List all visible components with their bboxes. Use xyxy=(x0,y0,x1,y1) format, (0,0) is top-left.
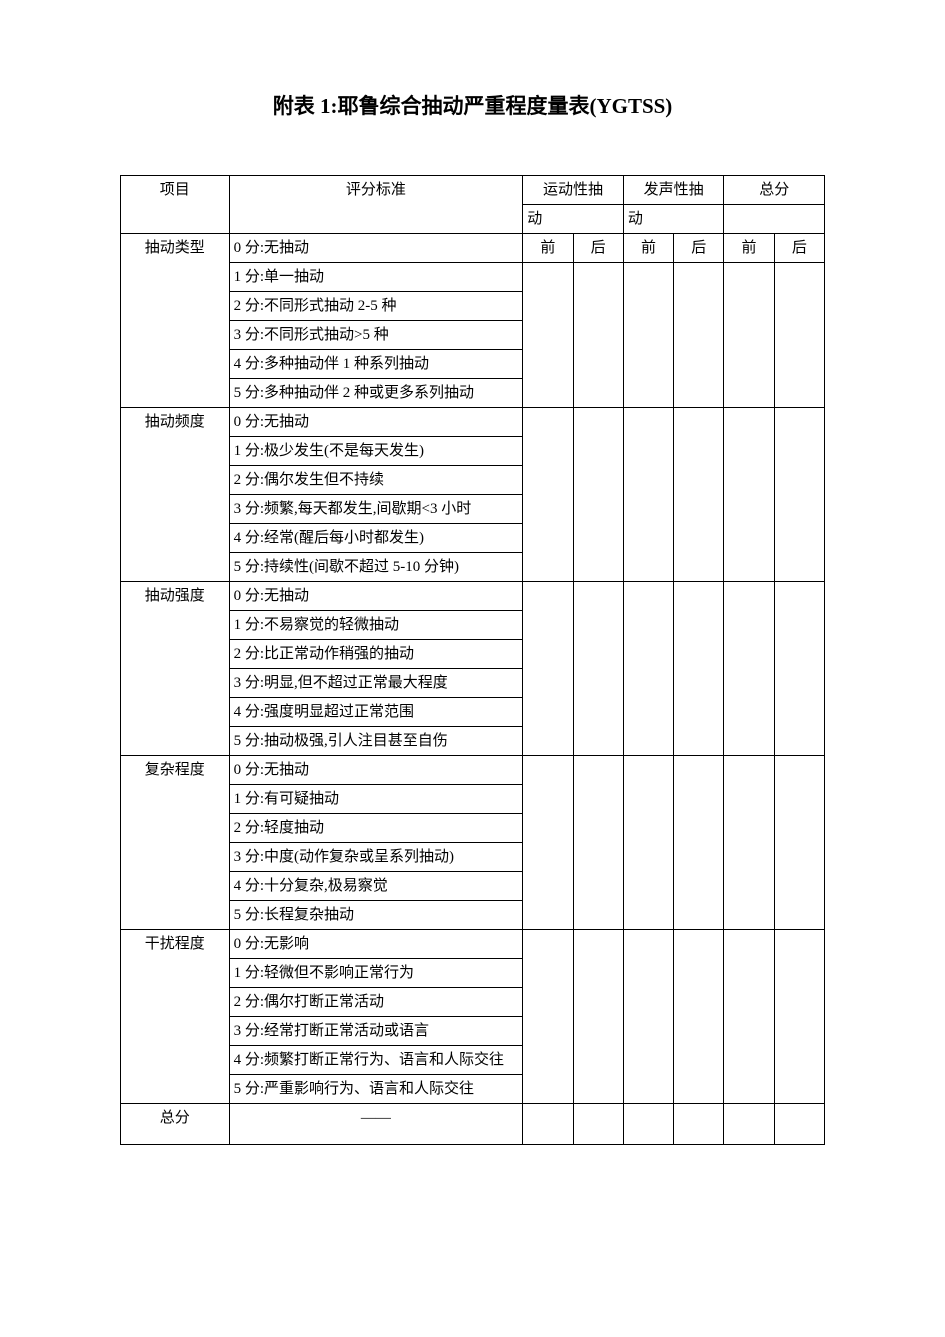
criteria-cell: 0 分:无抽动 xyxy=(229,756,523,785)
score-cell xyxy=(674,582,724,756)
criteria-cell: 4 分:频繁打断正常行为、语言和人际交往 xyxy=(229,1046,523,1075)
total-score-cell xyxy=(573,1104,623,1145)
criteria-cell: 2 分:偶尔发生但不持续 xyxy=(229,466,523,495)
score-cell xyxy=(774,582,824,756)
score-cell xyxy=(774,930,824,1104)
score-cell xyxy=(774,263,824,408)
score-cell xyxy=(623,263,673,408)
motor-pre-label: 前 xyxy=(523,234,573,263)
score-cell xyxy=(724,408,774,582)
col-total-sub xyxy=(724,205,825,234)
score-cell xyxy=(724,930,774,1104)
criteria-cell: 1 分:不易察觉的轻微抽动 xyxy=(229,611,523,640)
criteria-cell: 3 分:不同形式抽动>5 种 xyxy=(229,321,523,350)
criteria-cell: 2 分:比正常动作稍强的抽动 xyxy=(229,640,523,669)
total-row-dash: —— xyxy=(229,1104,523,1145)
criteria-cell: 5 分:严重影响行为、语言和人际交往 xyxy=(229,1075,523,1104)
score-cell xyxy=(523,408,573,582)
criteria-cell: 1 分:极少发生(不是每天发生) xyxy=(229,437,523,466)
score-cell xyxy=(623,582,673,756)
col-motor: 运动性抽 xyxy=(523,176,624,205)
criteria-cell: 0 分:无影响 xyxy=(229,930,523,959)
score-cell xyxy=(623,408,673,582)
score-cell xyxy=(674,408,724,582)
total-score-cell xyxy=(724,1104,774,1145)
section-name: 抽动频度 xyxy=(121,408,230,582)
score-cell xyxy=(573,930,623,1104)
section-name: 干扰程度 xyxy=(121,930,230,1104)
criteria-cell: 2 分:轻度抽动 xyxy=(229,814,523,843)
criteria-cell: 5 分:持续性(间歇不超过 5-10 分钟) xyxy=(229,553,523,582)
col-vocal-sub: 动 xyxy=(623,205,724,234)
page-title: 附表 1:耶鲁综合抽动严重程度量表(YGTSS) xyxy=(120,90,825,120)
section-name: 抽动类型 xyxy=(121,234,230,408)
criteria-cell: 1 分:有可疑抽动 xyxy=(229,785,523,814)
criteria-cell: 3 分:中度(动作复杂或呈系列抽动) xyxy=(229,843,523,872)
criteria-cell: 0 分:无抽动 xyxy=(229,408,523,437)
score-cell xyxy=(774,408,824,582)
criteria-cell: 3 分:经常打断正常活动或语言 xyxy=(229,1017,523,1046)
col-item: 项目 xyxy=(121,176,230,234)
criteria-cell: 1 分:轻微但不影响正常行为 xyxy=(229,959,523,988)
criteria-cell: 1 分:单一抽动 xyxy=(229,263,523,292)
criteria-cell: 5 分:长程复杂抽动 xyxy=(229,901,523,930)
total-row-label: 总分 xyxy=(121,1104,230,1145)
score-cell xyxy=(724,756,774,930)
total-score-cell xyxy=(774,1104,824,1145)
total-score-cell xyxy=(623,1104,673,1145)
criteria-cell: 4 分:多种抽动伴 1 种系列抽动 xyxy=(229,350,523,379)
criteria-cell: 3 分:频繁,每天都发生,间歇期<3 小时 xyxy=(229,495,523,524)
score-cell xyxy=(523,263,573,408)
criteria-cell: 0 分:无抽动 xyxy=(229,582,523,611)
total-score-cell xyxy=(674,1104,724,1145)
score-cell xyxy=(623,756,673,930)
col-criteria: 评分标准 xyxy=(229,176,523,234)
score-cell xyxy=(674,930,724,1104)
score-cell xyxy=(573,582,623,756)
col-vocal: 发声性抽 xyxy=(623,176,724,205)
criteria-cell: 0 分:无抽动 xyxy=(229,234,523,263)
score-cell xyxy=(523,582,573,756)
criteria-cell: 3 分:明显,但不超过正常最大程度 xyxy=(229,669,523,698)
criteria-cell: 5 分:多种抽动伴 2 种或更多系列抽动 xyxy=(229,379,523,408)
col-total: 总分 xyxy=(724,176,825,205)
score-cell xyxy=(724,582,774,756)
criteria-cell: 4 分:经常(醒后每小时都发生) xyxy=(229,524,523,553)
section-name: 抽动强度 xyxy=(121,582,230,756)
score-cell xyxy=(674,756,724,930)
vocal-post-label: 后 xyxy=(674,234,724,263)
criteria-cell: 4 分:十分复杂,极易察觉 xyxy=(229,872,523,901)
score-cell xyxy=(573,408,623,582)
total-pre-label: 前 xyxy=(724,234,774,263)
score-cell xyxy=(674,263,724,408)
total-post-label: 后 xyxy=(774,234,824,263)
score-cell xyxy=(623,930,673,1104)
criteria-cell: 4 分:强度明显超过正常范围 xyxy=(229,698,523,727)
ygtss-table: 项目评分标准运动性抽发声性抽总分动动抽动类型0 分:无抽动前后前后前后1 分:单… xyxy=(120,175,825,1145)
criteria-cell: 2 分:偶尔打断正常活动 xyxy=(229,988,523,1017)
criteria-cell: 5 分:抽动极强,引人注目甚至自伤 xyxy=(229,727,523,756)
criteria-cell: 2 分:不同形式抽动 2-5 种 xyxy=(229,292,523,321)
motor-post-label: 后 xyxy=(573,234,623,263)
score-cell xyxy=(724,263,774,408)
score-cell xyxy=(523,756,573,930)
section-name: 复杂程度 xyxy=(121,756,230,930)
col-motor-sub: 动 xyxy=(523,205,624,234)
total-score-cell xyxy=(523,1104,573,1145)
score-cell xyxy=(774,756,824,930)
vocal-pre-label: 前 xyxy=(623,234,673,263)
score-cell xyxy=(523,930,573,1104)
score-cell xyxy=(573,263,623,408)
score-cell xyxy=(573,756,623,930)
